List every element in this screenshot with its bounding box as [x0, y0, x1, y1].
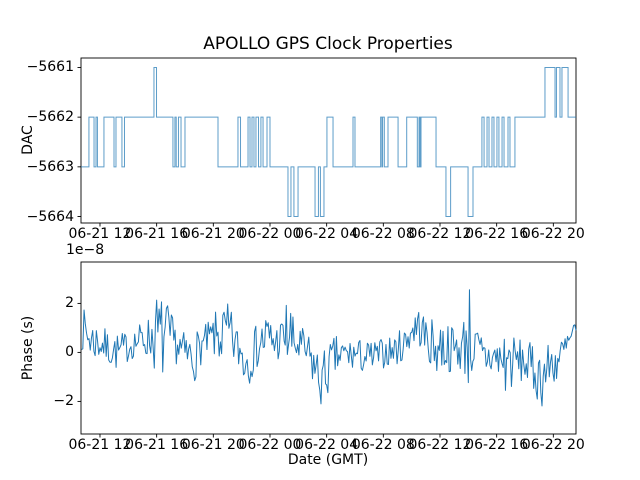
- y-tick-label: 2: [65, 295, 74, 312]
- x-tick-label: 06-22 20: [521, 437, 585, 453]
- y-tick-label: −5662: [26, 109, 74, 126]
- x-tick-label: 06-22 04: [295, 437, 359, 453]
- x-tick-label: 06-21 12: [68, 437, 132, 453]
- x-tick-label: 06-22 00: [238, 226, 302, 242]
- dac-axis-label: DAC: [20, 125, 36, 155]
- x-tick-label: 06-22 16: [465, 437, 529, 453]
- y-tick-label: 0: [65, 344, 74, 361]
- y-tick-label: −5663: [26, 158, 74, 175]
- x-tick-label: 06-22 12: [408, 226, 472, 242]
- y-tick-label: −5664: [26, 208, 74, 225]
- y-tick-label: −2: [53, 393, 74, 410]
- chart-title: APOLLO GPS Clock Properties: [203, 34, 453, 54]
- phase-noise-line: [81, 289, 577, 407]
- x-tick-label: 06-21 20: [181, 226, 245, 242]
- dac-step-line: [81, 66, 576, 218]
- x-tick-label: 06-22 00: [238, 437, 302, 453]
- x-tick-label: 06-21 12: [68, 226, 132, 242]
- x-tick-label: 06-22 16: [465, 226, 529, 242]
- x-tick-label: 06-22 04: [295, 226, 359, 242]
- x-tick-label: 06-22 12: [408, 437, 472, 453]
- x-tick-label: 06-21 16: [125, 437, 189, 453]
- date-axis-label: Date (GMT): [287, 452, 369, 468]
- x-tick-label: 06-22 08: [351, 437, 415, 453]
- x-tick-label: 06-21 20: [181, 437, 245, 453]
- x-tick-label: 06-22 08: [351, 226, 415, 242]
- y-tick-label: −5661: [26, 59, 74, 76]
- x-tick-label: 06-21 16: [125, 226, 189, 242]
- x-tick-label: 06-22 20: [521, 226, 585, 242]
- phase-offset-exponent: 1e−8: [66, 242, 105, 258]
